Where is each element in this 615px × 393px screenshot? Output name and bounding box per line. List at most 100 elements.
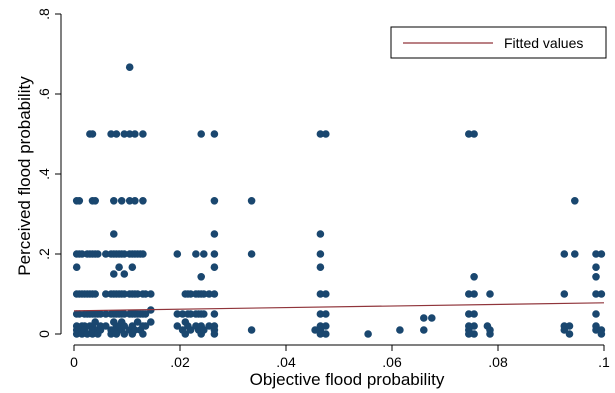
data-point <box>470 130 478 138</box>
data-point <box>110 230 118 238</box>
data-point <box>141 322 150 330</box>
y-tick-label: 0 <box>36 330 52 338</box>
data-point <box>94 250 102 258</box>
data-point <box>88 130 97 138</box>
legend: Fitted values <box>390 26 607 59</box>
data-point <box>91 290 99 298</box>
data-point <box>465 130 473 138</box>
data-point <box>125 130 134 138</box>
data-point <box>141 290 150 298</box>
data-point <box>592 326 600 334</box>
data-point <box>316 310 325 318</box>
data-point <box>91 318 99 326</box>
data-point <box>316 130 325 138</box>
fitted-line-layer <box>73 302 605 312</box>
data-point <box>322 330 330 338</box>
data-point <box>186 310 195 318</box>
data-point <box>210 310 219 318</box>
x-tick-label: .04 <box>276 354 296 370</box>
data-point <box>396 326 404 334</box>
data-point <box>139 250 147 258</box>
data-point <box>316 330 325 338</box>
data-point <box>465 290 473 298</box>
data-point <box>197 273 205 281</box>
data-point <box>120 270 129 278</box>
data-point <box>210 130 219 138</box>
data-point <box>428 314 436 322</box>
data-point <box>120 310 129 318</box>
data-point <box>322 290 330 298</box>
data-point <box>173 310 182 318</box>
data-point <box>560 250 569 258</box>
data-point <box>592 250 600 258</box>
data-point <box>102 310 110 318</box>
data-point <box>181 330 190 338</box>
data-point <box>200 326 208 334</box>
data-point <box>75 310 84 318</box>
data-point <box>210 330 219 338</box>
data-point <box>592 263 600 272</box>
data-point <box>139 330 147 338</box>
data-point <box>247 197 256 205</box>
y-tick-label: .8 <box>36 8 52 20</box>
data-point <box>147 318 155 326</box>
data-point <box>560 290 569 298</box>
data-point <box>102 290 110 298</box>
axes: 0 .2 .4 .6 .8 0 .02 .04 .06 .08 .1 <box>36 8 610 370</box>
data-point <box>141 310 150 318</box>
data-point <box>112 330 121 338</box>
y-tick-label: .6 <box>36 88 52 100</box>
data-point <box>139 130 147 138</box>
data-point <box>120 322 129 330</box>
data-point <box>571 197 579 205</box>
data-point <box>133 318 142 326</box>
y-axis-title: Perceived flood probability <box>15 76 34 276</box>
data-point <box>592 310 600 318</box>
data-point <box>120 290 129 298</box>
data-point <box>470 330 478 338</box>
data-point <box>102 322 110 330</box>
x-tick-label: .1 <box>598 354 610 370</box>
data-point <box>420 314 428 322</box>
data-point <box>210 230 219 238</box>
x-axis-title: Objective flood probability <box>250 370 445 389</box>
data-point <box>120 130 129 138</box>
scatter-points <box>72 63 606 338</box>
data-point <box>597 290 606 298</box>
data-point <box>102 250 110 258</box>
data-point <box>173 250 182 258</box>
data-point <box>200 250 208 258</box>
fitted-values-line <box>73 302 605 312</box>
data-point <box>316 230 325 238</box>
data-point <box>322 322 330 330</box>
data-point <box>139 197 147 205</box>
data-point <box>210 263 219 272</box>
x-tick-label: .06 <box>382 354 402 370</box>
data-point <box>120 330 129 338</box>
data-point <box>420 326 428 334</box>
data-point <box>470 273 478 281</box>
data-point <box>210 197 219 205</box>
data-point <box>72 263 81 272</box>
data-point <box>131 197 139 205</box>
data-point <box>470 310 478 318</box>
data-point <box>131 130 139 138</box>
data-point <box>205 322 213 330</box>
data-point <box>75 197 84 205</box>
data-point <box>565 322 574 330</box>
data-point <box>565 330 574 338</box>
data-point <box>470 290 478 298</box>
data-point <box>470 322 478 330</box>
data-point <box>560 326 569 334</box>
data-point <box>322 130 330 138</box>
data-point <box>107 130 115 138</box>
data-point <box>112 130 121 138</box>
data-point <box>316 250 325 258</box>
data-point <box>322 310 330 318</box>
data-point <box>200 310 208 318</box>
data-point <box>200 290 208 298</box>
data-point <box>571 250 579 258</box>
data-point <box>186 326 195 334</box>
data-point <box>597 250 606 258</box>
data-point <box>205 290 213 298</box>
